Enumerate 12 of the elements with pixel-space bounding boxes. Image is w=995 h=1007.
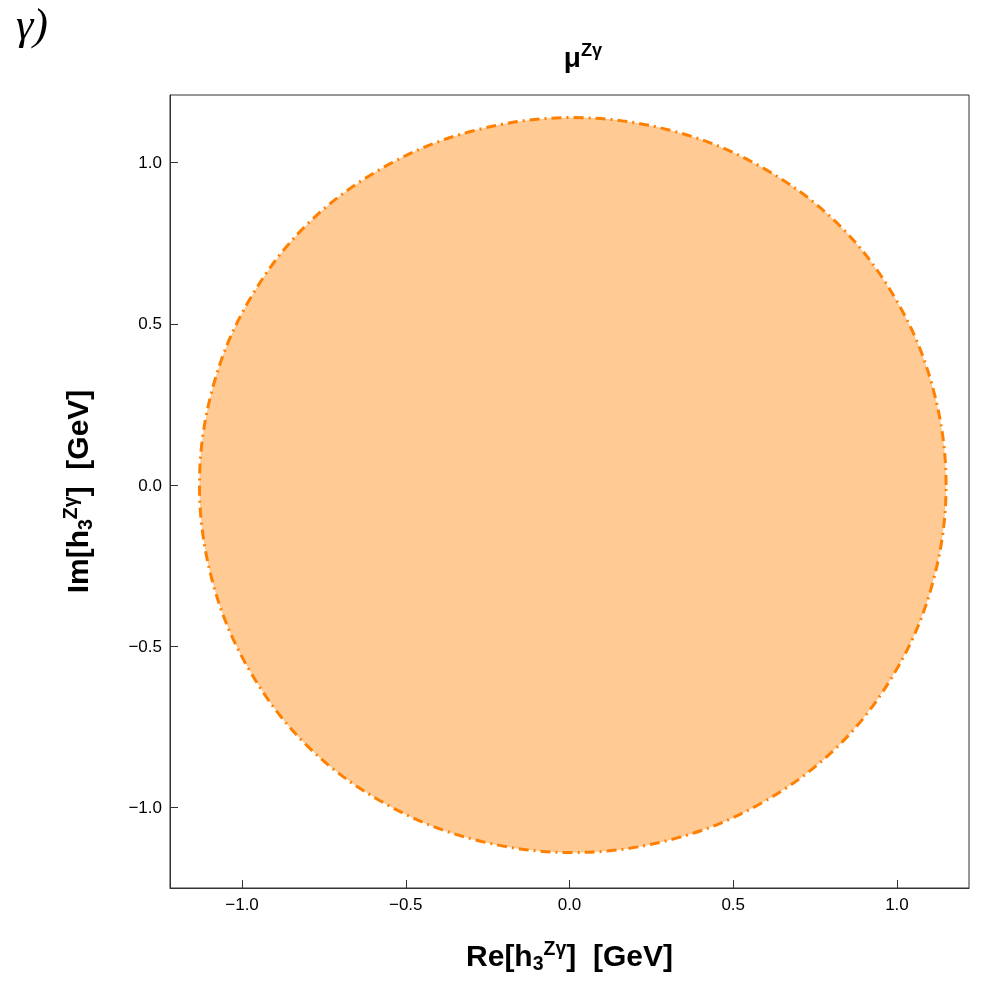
y-axis-title: Im[h3Zγ] [GeV] bbox=[59, 389, 96, 594]
x-tick-label: −0.5 bbox=[388, 895, 423, 914]
x-tick-label: 0.0 bbox=[557, 895, 582, 914]
text: γ) bbox=[16, 0, 48, 49]
y-tick-label: 1.0 bbox=[138, 153, 162, 173]
y-tick-label: −0.5 bbox=[128, 636, 162, 656]
x-tick-label: −1.0 bbox=[225, 895, 259, 914]
y-tick-label: −1.0 bbox=[128, 797, 162, 817]
y-tick-label: 0.0 bbox=[138, 475, 162, 495]
x-tick-label: 0.5 bbox=[721, 895, 746, 914]
y-tick-label: 0.5 bbox=[138, 314, 162, 334]
x-tick-label: 1.0 bbox=[885, 895, 909, 914]
